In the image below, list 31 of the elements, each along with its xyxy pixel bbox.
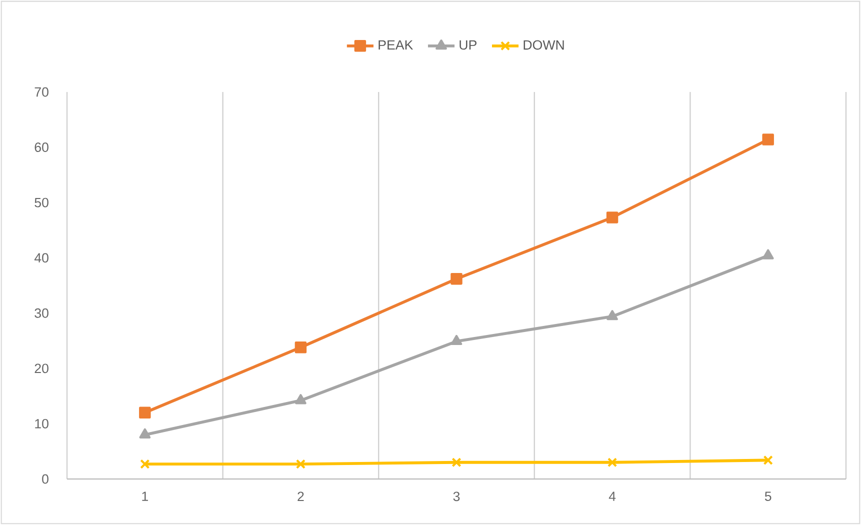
y-tick-label: 60 bbox=[34, 142, 48, 152]
legend-label: PEAK bbox=[378, 40, 414, 50]
legend-label: DOWN bbox=[524, 40, 564, 50]
point bbox=[450, 272, 462, 285]
x-tick-label: 2 bbox=[298, 492, 304, 502]
point bbox=[295, 394, 306, 404]
legend-label: UP bbox=[460, 40, 476, 50]
x-tick-label: 3 bbox=[453, 492, 460, 502]
point bbox=[606, 310, 618, 320]
point bbox=[450, 334, 462, 346]
y-tick-label: 70 bbox=[34, 87, 48, 97]
point bbox=[296, 459, 306, 469]
point bbox=[763, 455, 773, 466]
point bbox=[762, 249, 774, 260]
point bbox=[606, 212, 618, 224]
point bbox=[139, 428, 151, 438]
y-tick-label: 50 bbox=[34, 198, 48, 208]
point bbox=[140, 459, 150, 469]
y-tick-label: 0 bbox=[42, 474, 48, 484]
point bbox=[452, 458, 462, 468]
x-tick-label: 1 bbox=[142, 492, 148, 501]
point bbox=[139, 406, 151, 419]
y-tick-label: 40 bbox=[34, 253, 48, 263]
point bbox=[294, 342, 307, 354]
x-tick-label: 4 bbox=[608, 492, 616, 501]
y-tick-label: 20 bbox=[34, 364, 48, 374]
point bbox=[607, 458, 618, 468]
x-tick-label: 5 bbox=[764, 492, 772, 501]
y-tick-label: 30 bbox=[34, 308, 48, 318]
y-tick-label: 10 bbox=[35, 418, 48, 428]
point bbox=[762, 134, 774, 146]
